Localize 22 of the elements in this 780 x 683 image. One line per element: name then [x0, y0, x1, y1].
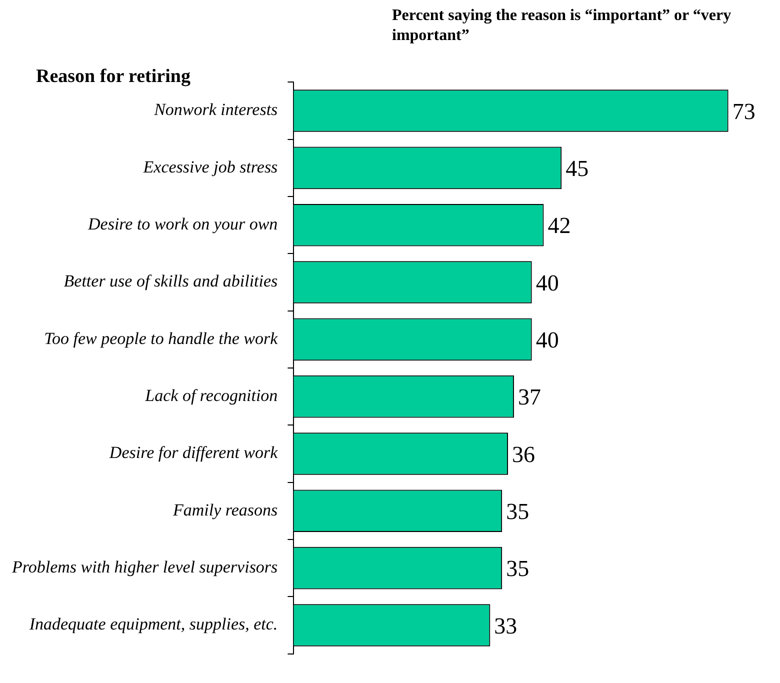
data-label: 37 — [518, 384, 541, 410]
x-axis-title: Percent saying the reason is “important” or “very important” — [392, 6, 732, 46]
data-label: 73 — [732, 98, 756, 124]
data-label: 40 — [536, 270, 559, 296]
data-label: 36 — [512, 442, 536, 467]
y-tick-label: Lack of recognition — [144, 386, 278, 406]
data-label: 35 — [506, 498, 530, 524]
y-tick-label: Inadequate equipment, supplies, etc. — [28, 614, 278, 634]
y-tick-label: Family reasons — [172, 500, 278, 520]
y-tick-label: Too few people to handle the work — [44, 328, 278, 348]
y-tick-label: Excessive job stress — [142, 157, 278, 176]
data-label: 40 — [536, 327, 559, 352]
y-axis-title: Reason for retiring — [36, 66, 190, 88]
data-label: 45 — [566, 156, 589, 181]
data-label: 35 — [506, 556, 530, 582]
y-tick-label: Nonwork interests — [153, 100, 278, 120]
y-tick-label: Better use of skills and abilities — [64, 272, 278, 291]
y-tick-label: Problems with higher level supervisors — [10, 558, 278, 577]
y-tick-label: Desire to work on your own — [87, 214, 278, 234]
y-tick-label: Desire for different work — [108, 443, 278, 462]
data-label: 33 — [494, 613, 518, 638]
data-label: 42 — [548, 213, 571, 238]
